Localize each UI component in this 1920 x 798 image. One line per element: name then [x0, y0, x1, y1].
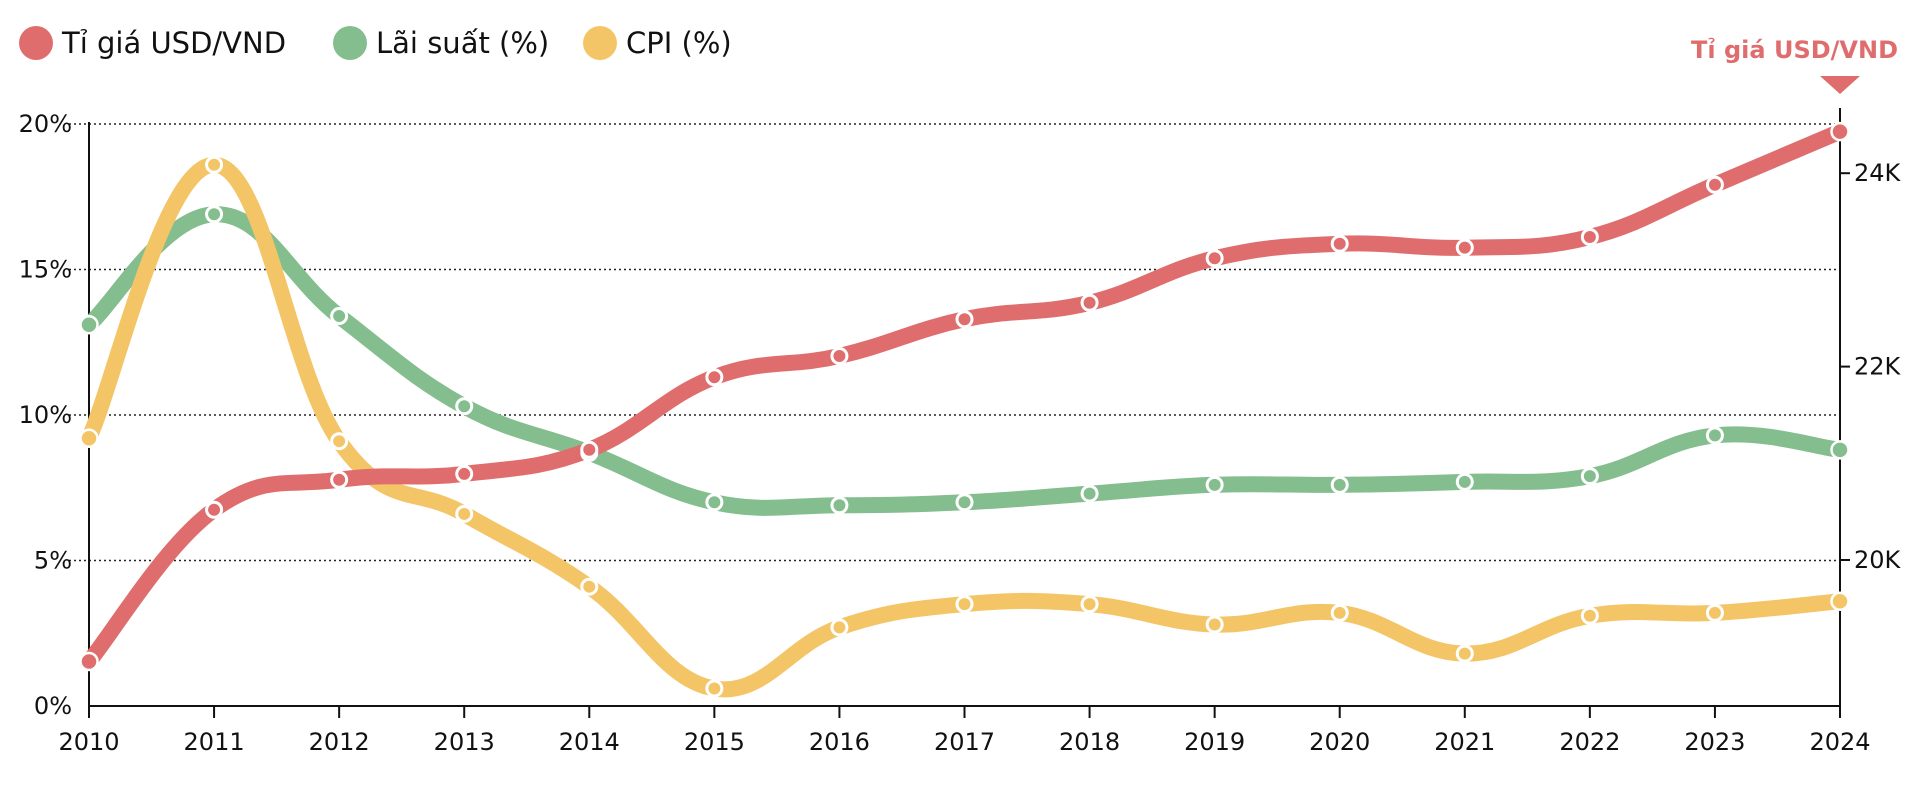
x-tick-label: 2016 — [809, 728, 870, 756]
data-point-core — [1210, 480, 1219, 489]
x-tick-label: 2022 — [1559, 728, 1620, 756]
legend-label: Lãi suất (%) — [376, 26, 549, 60]
data-points — [79, 121, 1850, 698]
data-point-core — [210, 210, 219, 219]
data-point-core — [1710, 180, 1719, 189]
x-tick-label: 2010 — [58, 728, 119, 756]
right-axis-marker — [1820, 76, 1860, 94]
axes — [88, 108, 1850, 718]
data-point-core — [585, 445, 594, 454]
legend-swatch — [333, 26, 367, 60]
x-tick-label: 2024 — [1809, 728, 1870, 756]
x-tick-label: 2014 — [559, 728, 620, 756]
x-tick-label: 2018 — [1059, 728, 1120, 756]
data-point-usd-vnd — [1830, 121, 1850, 142]
right-tick-label: 22K — [1854, 353, 1902, 381]
data-point-core — [1460, 649, 1469, 658]
series-line-cpi — [81, 156, 1848, 698]
data-point-core — [1085, 600, 1094, 609]
y-tick-label: 5% — [34, 547, 72, 575]
legend-item: Lãi suất (%) — [333, 26, 549, 60]
data-point-core — [335, 312, 344, 321]
x-tick-label: 2019 — [1184, 728, 1245, 756]
data-point-core — [460, 469, 469, 478]
data-point-usd-vnd — [79, 651, 99, 672]
data-point-interest-rate — [1830, 440, 1850, 460]
data-point-core — [460, 509, 469, 518]
right-tick-label: 24K — [1854, 159, 1902, 187]
right-axis-title: Tỉ giá USD/VND — [1691, 36, 1898, 64]
legend-item: Tỉ giá USD/VND — [19, 26, 286, 60]
legend-label: Tỉ giá USD/VND — [61, 26, 286, 60]
data-point-core — [1710, 431, 1719, 440]
data-point-core — [835, 623, 844, 632]
legend: Tỉ giá USD/VND Lãi suất (%) CPI (%) — [19, 26, 732, 60]
gridlines — [69, 123, 1840, 562]
data-point-core — [710, 684, 719, 693]
data-point-core — [1335, 608, 1344, 617]
data-point-core — [960, 600, 969, 609]
data-point-core — [1710, 608, 1719, 617]
y-tick-label: 15% — [19, 256, 72, 284]
data-point-core — [210, 160, 219, 169]
data-point-core — [710, 373, 719, 382]
legend-swatch — [583, 26, 617, 60]
x-tick-label: 2013 — [434, 728, 495, 756]
data-point-core — [460, 402, 469, 411]
x-tick-label: 2017 — [934, 728, 995, 756]
data-point-cpi — [1830, 591, 1850, 611]
data-point-core — [1085, 298, 1094, 307]
series-line-usd-vnd — [81, 123, 1848, 670]
x-tick-label: 2015 — [684, 728, 745, 756]
data-point-interest-rate — [79, 315, 99, 335]
data-point-core — [1585, 611, 1594, 620]
data-point-core — [335, 475, 344, 484]
y-tick-label: 10% — [19, 401, 72, 429]
data-point-core — [1210, 254, 1219, 263]
data-point-core — [835, 501, 844, 510]
data-point-core — [960, 315, 969, 324]
data-point-core — [960, 498, 969, 507]
data-point-cpi — [79, 428, 99, 449]
axis-labels: 0% 5% 10% 15% 20% 2010 2011 2012 2013 2014 2015 201… — [19, 36, 1902, 756]
x-tick-label: 2023 — [1684, 728, 1745, 756]
data-point-core — [335, 437, 344, 446]
y-tick-label: 0% — [34, 692, 72, 720]
right-tick-label: 20K — [1854, 546, 1902, 574]
x-tick-label: 2020 — [1309, 728, 1370, 756]
legend-label: CPI (%) — [626, 26, 732, 60]
data-point-core — [1585, 233, 1594, 242]
data-point-core — [1460, 243, 1469, 252]
data-point-core — [1460, 477, 1469, 486]
data-point-core — [210, 505, 219, 514]
legend-swatch — [19, 26, 53, 60]
data-point-core — [1085, 489, 1094, 498]
x-tick-label: 2011 — [184, 728, 245, 756]
data-point-core — [835, 351, 844, 360]
legend-item: CPI (%) — [583, 26, 732, 60]
y-tick-label: 20% — [19, 110, 72, 138]
data-point-core — [710, 498, 719, 507]
x-tick-label: 2021 — [1434, 728, 1495, 756]
x-tick-label: 2012 — [309, 728, 370, 756]
data-point-core — [1335, 239, 1344, 248]
data-point-core — [1335, 480, 1344, 489]
data-point-core — [1585, 472, 1594, 481]
data-point-core — [585, 582, 594, 591]
data-point-core — [1210, 620, 1219, 629]
